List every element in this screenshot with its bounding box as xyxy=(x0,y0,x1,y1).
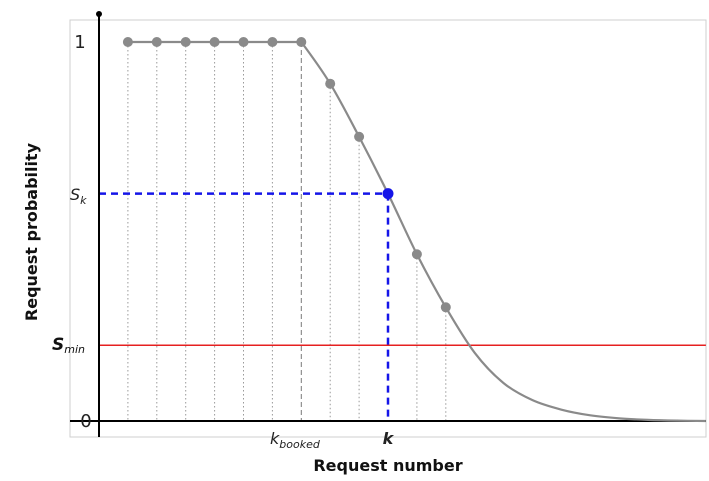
x-marker-kbooked-label: kbooked xyxy=(270,429,321,451)
point-2 xyxy=(151,37,162,47)
point-5 xyxy=(238,37,249,47)
point-8 xyxy=(325,78,336,89)
curve-path xyxy=(127,40,706,423)
reference-lines xyxy=(99,192,706,421)
y-axis-top-cap xyxy=(96,11,102,17)
y-marker-smin-label: Smin xyxy=(52,335,85,356)
vertical-dotted-gridlines xyxy=(127,42,447,421)
request-points xyxy=(122,37,451,313)
y-axis-title: Request probability xyxy=(22,142,41,321)
smin-main: S xyxy=(52,335,64,355)
point-1 xyxy=(122,37,133,47)
x-axis-title: Request number xyxy=(313,456,462,475)
sk-main: S xyxy=(70,185,80,204)
y-tick-1: 1 xyxy=(74,32,85,53)
probability-curve xyxy=(127,40,706,423)
point-4 xyxy=(209,37,220,47)
kbooked-main: k xyxy=(270,429,280,448)
point-9 xyxy=(354,131,365,142)
smin-sub: min xyxy=(64,343,85,356)
x-marker-k-label: k xyxy=(383,429,395,448)
highlight-point-k xyxy=(382,188,394,200)
point-12 xyxy=(440,302,451,313)
point-3 xyxy=(180,37,191,47)
y-tick-0: 0 xyxy=(80,411,91,432)
y-marker-sk-label: Sk xyxy=(70,185,87,207)
plot-frame xyxy=(69,19,707,438)
point-6 xyxy=(267,37,278,47)
sk-sub: k xyxy=(80,194,87,207)
point-7 xyxy=(296,37,307,47)
point-11 xyxy=(411,249,422,260)
kbooked-sub: booked xyxy=(279,438,321,451)
